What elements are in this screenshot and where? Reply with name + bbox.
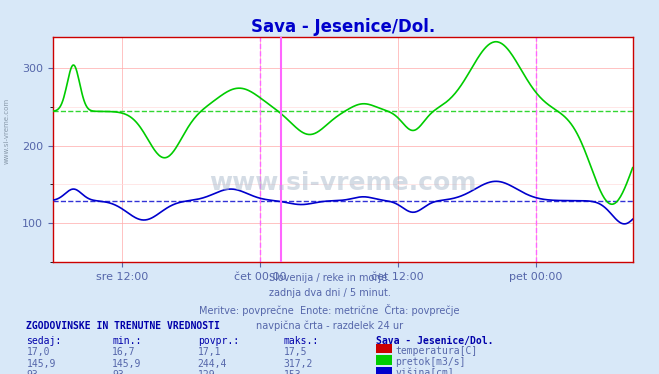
- Text: 17,5: 17,5: [283, 347, 307, 357]
- Text: Slovenija / reke in morje.
zadnja dva dni / 5 minut.
Meritve: povprečne  Enote: : Slovenija / reke in morje. zadnja dva dn…: [199, 273, 460, 331]
- Text: 153: 153: [283, 370, 301, 374]
- Text: maks.:: maks.:: [283, 336, 318, 346]
- Text: sedaj:: sedaj:: [26, 336, 61, 346]
- Text: 244,4: 244,4: [198, 359, 227, 368]
- Text: pretok[m3/s]: pretok[m3/s]: [395, 357, 466, 367]
- Text: www.si-vreme.com: www.si-vreme.com: [209, 171, 476, 195]
- Text: povpr.:: povpr.:: [198, 336, 239, 346]
- Text: Sava - Jesenice/Dol.: Sava - Jesenice/Dol.: [376, 336, 493, 346]
- Text: temperatura[C]: temperatura[C]: [395, 346, 478, 356]
- Text: ZGODOVINSKE IN TRENUTNE VREDNOSTI: ZGODOVINSKE IN TRENUTNE VREDNOSTI: [26, 321, 220, 331]
- Text: 129: 129: [198, 370, 215, 374]
- Text: 93: 93: [26, 370, 38, 374]
- Text: 317,2: 317,2: [283, 359, 313, 368]
- Text: min.:: min.:: [112, 336, 142, 346]
- Text: 145,9: 145,9: [112, 359, 142, 368]
- Text: 145,9: 145,9: [26, 359, 56, 368]
- Text: 93: 93: [112, 370, 124, 374]
- Text: www.si-vreme.com: www.si-vreme.com: [3, 98, 10, 164]
- Text: 17,1: 17,1: [198, 347, 221, 357]
- Text: 16,7: 16,7: [112, 347, 136, 357]
- Text: višina[cm]: višina[cm]: [395, 368, 454, 374]
- Text: 17,0: 17,0: [26, 347, 50, 357]
- Title: Sava - Jesenice/Dol.: Sava - Jesenice/Dol.: [250, 18, 435, 36]
